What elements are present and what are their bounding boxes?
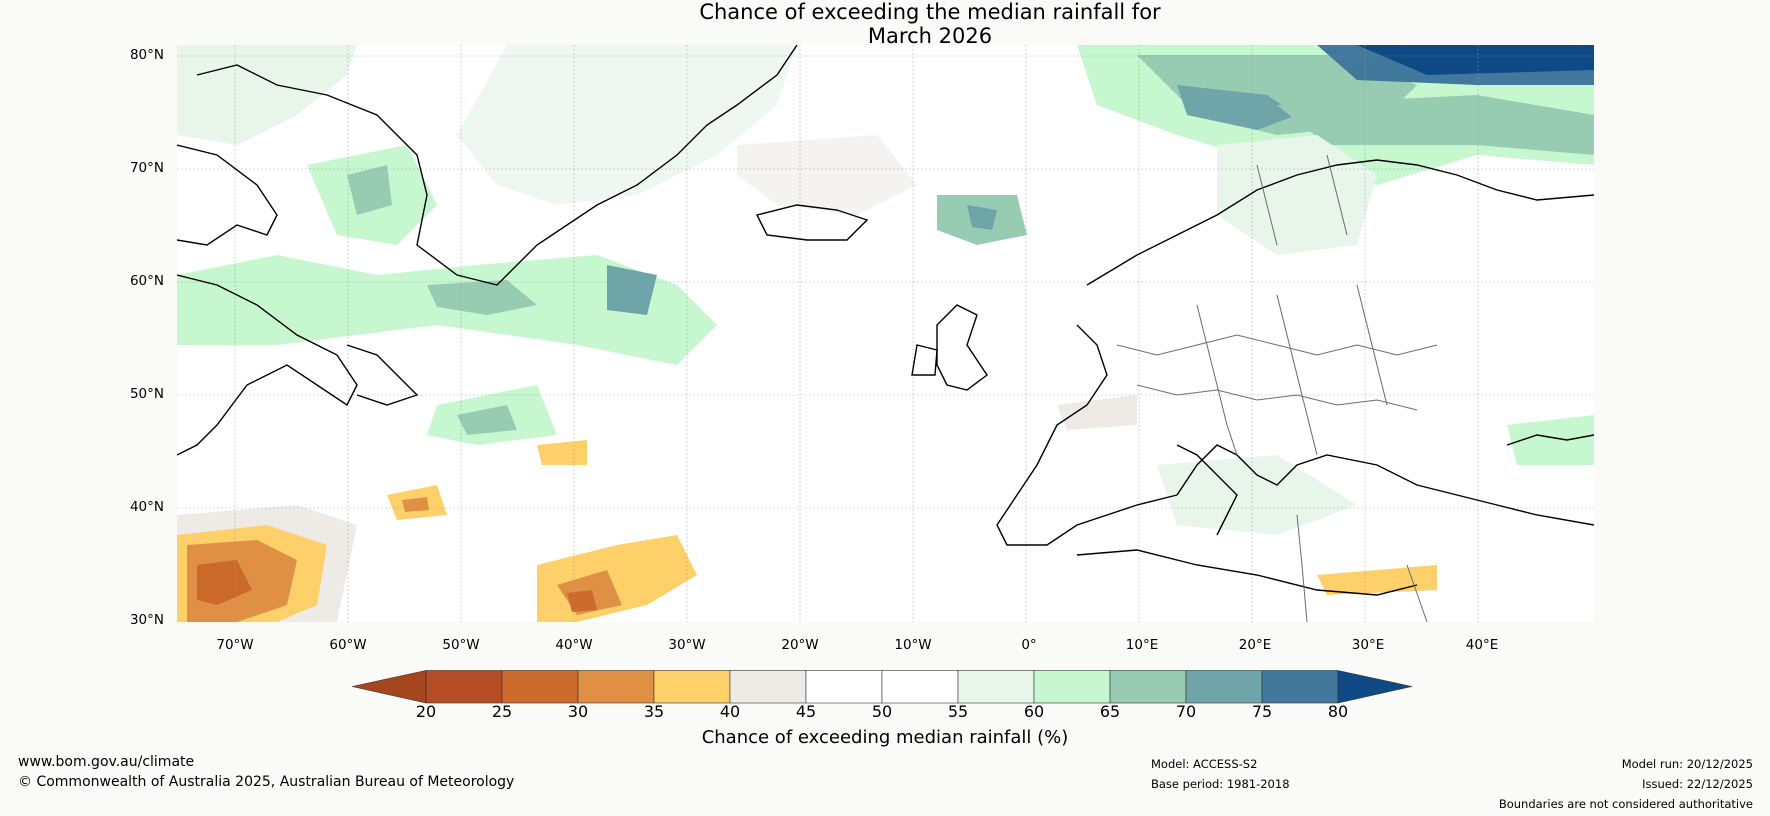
lon-label-10w: 10°W: [894, 637, 932, 653]
lon-label-50w: 50°W: [442, 637, 480, 653]
graticule: [177, 45, 1594, 622]
colorbar-under-arrow: [352, 670, 427, 704]
colorbar-segment: [957, 670, 1035, 704]
colorbar-tick-label: 75: [1251, 702, 1273, 721]
lon-label-40e: 40°E: [1465, 637, 1499, 653]
lon-label-40w: 40°W: [555, 637, 593, 653]
colorbar-label: Chance of exceeding median rainfall (%): [701, 727, 1069, 748]
map-canvas: [177, 45, 1594, 622]
colorbar-segment: [425, 670, 503, 704]
lat-label-50n: 50°N: [129, 386, 164, 402]
colorbar-tick-label: 80: [1327, 702, 1349, 721]
lon-label-60w: 60°W: [329, 637, 367, 653]
lon-label-20e: 20°E: [1238, 637, 1272, 653]
colorbar-segment: [1109, 670, 1187, 704]
model-text: Model: ACCESS-S2: [1151, 757, 1258, 771]
forecast-map[interactable]: [177, 45, 1594, 622]
colorbar-tick-label: 40: [719, 702, 741, 721]
disclaimer-text: Boundaries are not considered authoritat…: [1498, 797, 1753, 811]
base-period-text: Base period: 1981-2018: [1151, 777, 1290, 791]
title-line-1: Chance of exceeding the median rainfall …: [699, 0, 1161, 24]
coastlines: [177, 45, 1594, 596]
colorbar-tick-label: 45: [795, 702, 817, 721]
colorbar-segment: [729, 670, 807, 704]
colorbar: [352, 670, 1413, 704]
colorbar-tick-label: 20: [415, 702, 437, 721]
colorbar-tick-label: 50: [871, 702, 893, 721]
colorbar-tick-label: 65: [1099, 702, 1121, 721]
colorbar-tick-label: 60: [1023, 702, 1045, 721]
lat-label-40n: 40°N: [129, 499, 164, 515]
lon-label-30w: 30°W: [668, 637, 706, 653]
title-line-2: March 2026: [867, 24, 993, 48]
model-run-text: Model run: 20/12/2025: [1621, 757, 1753, 771]
lon-label-70w: 70°W: [216, 637, 254, 653]
chart-title: Chance of exceeding the median rainfall …: [600, 0, 1260, 48]
colorbar-segment: [577, 670, 655, 704]
lat-label-60n: 60°N: [129, 273, 164, 289]
colorbar-segment: [1033, 670, 1111, 704]
lat-label-80n: 80°N: [129, 47, 164, 63]
lat-label-70n: 70°N: [129, 160, 164, 176]
colorbar-tick-label: 35: [643, 702, 665, 721]
colorbar-tick-label: 25: [491, 702, 513, 721]
probability-fields: [177, 45, 1594, 622]
country-borders: [1116, 154, 1438, 622]
colorbar-over-arrow: [1337, 670, 1413, 704]
colorbar-tick-label: 70: [1175, 702, 1197, 721]
colorbar-segment: [805, 670, 883, 704]
colorbar-segment: [881, 670, 959, 704]
lon-label-30e: 30°E: [1351, 637, 1385, 653]
colorbar-segments: [352, 670, 1413, 704]
colorbar-segment: [1185, 670, 1263, 704]
lon-label-20w: 20°W: [781, 637, 819, 653]
lon-label-10e: 10°E: [1125, 637, 1159, 653]
colorbar-tick-label: 55: [947, 702, 969, 721]
website-link[interactable]: www.bom.gov.au/climate: [18, 754, 195, 770]
lon-label-0: 0°: [1021, 637, 1037, 653]
lat-label-30n: 30°N: [129, 612, 164, 628]
issued-text: Issued: 22/12/2025: [1642, 777, 1753, 791]
colorbar-segment: [653, 670, 731, 704]
colorbar-segment: [501, 670, 579, 704]
colorbar-tick-label: 30: [567, 702, 589, 721]
copyright-text: © Commonwealth of Australia 2025, Austra…: [18, 774, 515, 790]
colorbar-segment: [1261, 670, 1339, 704]
